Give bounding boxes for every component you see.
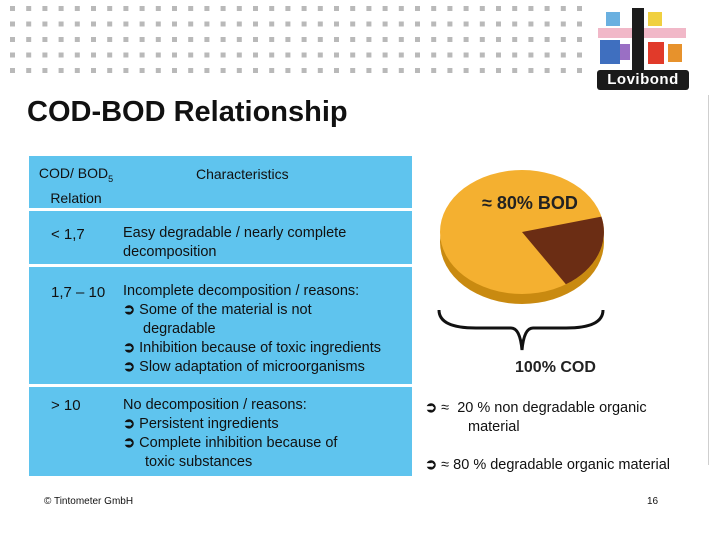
right-border-line [708,95,709,465]
row-bullet: ➲ Persistent ingredients [123,416,279,432]
row-line: Incomplete decomposition / reasons: [123,283,360,299]
row-bullet-continued: degradable [143,321,216,337]
arrow-bullet-icon: ➲ [425,457,438,473]
page-number: 16 [647,496,659,507]
header-relation-line2: Relation [50,189,102,206]
cod-label: 100% COD [515,359,596,376]
table-divider [29,208,412,211]
row-bullet: ➲ Complete inhibition because of [123,435,338,451]
row-relation-3: > 10 [51,397,81,414]
arrow-bullet-icon: ➲ [123,359,136,375]
row-bullet: ➲ Slow adaptation of microorganisms [123,359,365,375]
row-relation-2: 1,7 – 10 [51,284,106,301]
arrow-bullet-icon: ➲ [123,302,136,318]
logo-wordmark: Lovibond [597,70,689,90]
row-bullet-continued: toxic substances [145,454,253,470]
row-line: decomposition [123,244,217,260]
table-divider [29,264,412,267]
row-characteristics-1: Easy degradable / nearly complete decomp… [123,224,346,262]
copyright: © Tintometer GmbH [44,496,134,507]
pie-slice-non-degradable [522,216,604,285]
row-relation-1: < 1,7 [51,226,85,243]
bod-label: ≈ 80% BOD [482,193,578,213]
note-non-degradable: ➲ ≈ 20 % non degradable organic material [425,400,647,435]
dot-grid-decoration [10,6,582,73]
arrow-bullet-icon: ➲ [123,435,136,451]
row-line: Easy degradable / nearly complete [123,225,347,241]
row-bullet: ➲ Some of the material is not [123,302,312,318]
note-degradable: ➲ ≈ 80 % degradable organic material [425,457,670,473]
table-divider [29,384,412,387]
header-characteristics: Characteristics [196,166,289,182]
approx-symbol: ≈ [441,457,450,473]
approx-symbol: ≈ [441,400,450,416]
row-line: No decomposition / reasons: [123,397,307,413]
cod-bod-pie [440,170,604,304]
arrow-bullet-icon: ➲ [123,416,136,432]
arrow-bullet-icon: ➲ [123,340,136,356]
row-characteristics-3: No decomposition / reasons: ➲ Persistent … [123,396,337,472]
cod-brace-icon [437,309,605,351]
arrow-bullet-icon: ➲ [425,400,438,416]
lovibond-logo [598,8,686,70]
header-relation-line1: COD/ BOD [38,165,109,181]
header-relation: COD/ BOD5 Relation [29,164,123,208]
header-relation-subscript: 5 [108,173,114,184]
row-bullet: ➲ Inhibition because of toxic ingredients [123,340,381,356]
row-characteristics-2: Incomplete decomposition / reasons: ➲ Som… [123,282,381,377]
page-title: COD-BOD Relationship [27,96,348,128]
